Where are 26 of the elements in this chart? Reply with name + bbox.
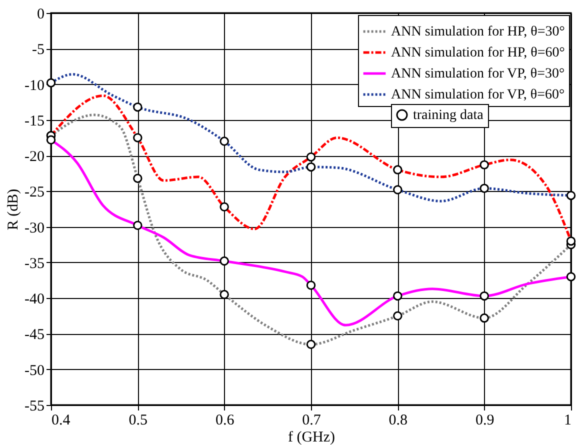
- y-tick-label: -20: [24, 149, 44, 166]
- y-tick-label: -25: [24, 184, 44, 201]
- legend-label: ANN simulation for HP, θ=60°: [391, 46, 565, 60]
- x-tick-label: 0.7: [302, 412, 322, 428]
- x-tick-label: 0.8: [388, 412, 408, 428]
- x-tick-label: 0.4: [52, 412, 71, 428]
- y-tick-label: 0: [37, 6, 44, 22]
- y-tick-label: -35: [24, 256, 44, 272]
- y-tick-label: -40: [24, 292, 44, 308]
- y-tick-label: -55: [24, 398, 44, 414]
- legend-label: ANN simulation for VP, θ=30°: [391, 66, 565, 82]
- x-tick-label: 0.6: [215, 412, 235, 428]
- x-axis-title: f (GHz): [288, 430, 336, 445]
- y-tick-label: -50: [24, 362, 44, 379]
- y-tick-label: -30: [24, 220, 44, 236]
- y-tick-label: -15: [24, 113, 44, 130]
- x-tick-label: 0.5: [128, 412, 148, 428]
- legend-label: ANN simulation for VP, θ=60°: [391, 88, 565, 102]
- y-tick-label: -45: [24, 327, 44, 344]
- y-tick-label: -5: [32, 42, 44, 58]
- y-axis-title: R (dB): [6, 188, 22, 230]
- legend-label: training data: [413, 108, 484, 123]
- y-tick-label: -10: [24, 78, 44, 94]
- legend-label: ANN simulation for HP, θ=30°: [391, 24, 565, 40]
- x-tick-label: 1: [564, 412, 572, 428]
- x-tick-label: 0.9: [475, 412, 494, 428]
